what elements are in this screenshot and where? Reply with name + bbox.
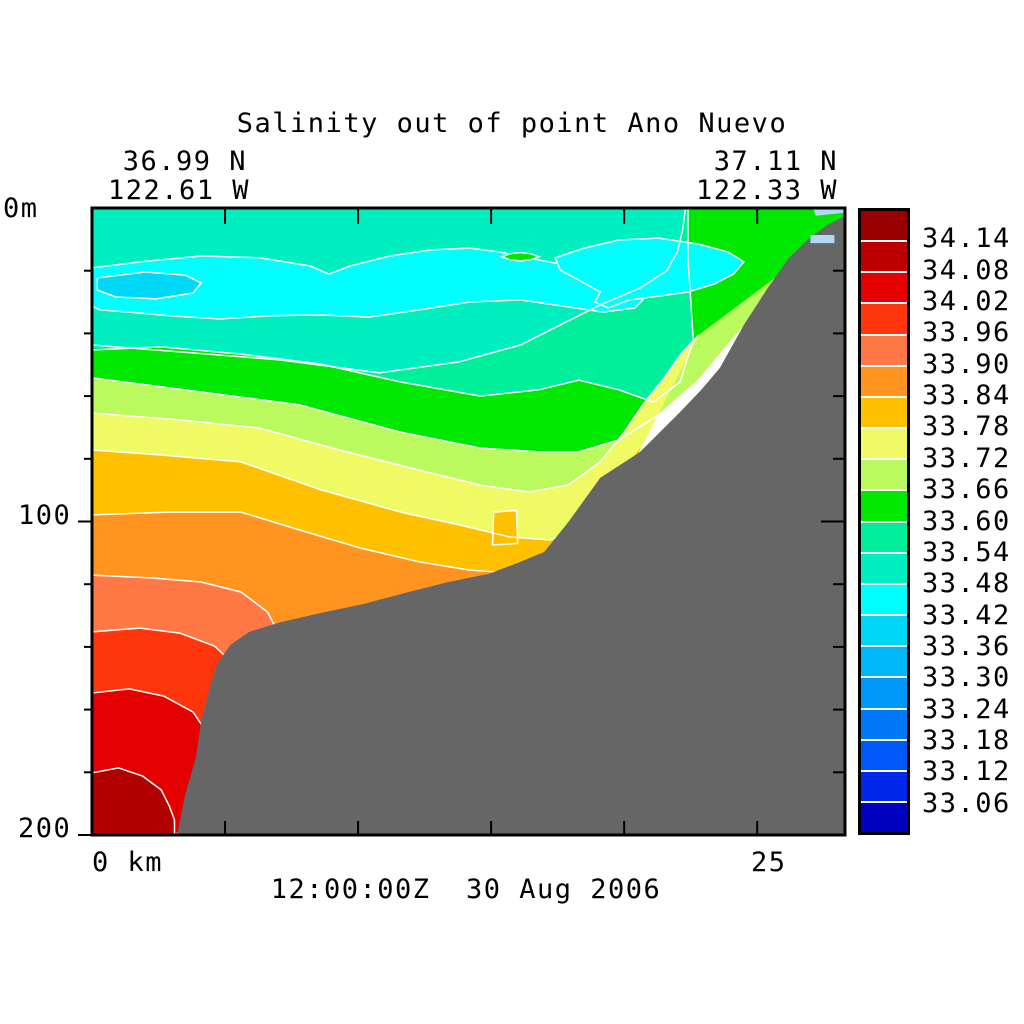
colorbar-label-33.30: 33.30 <box>922 662 1011 694</box>
x-axis-label-25: 25 <box>751 847 787 878</box>
colorbar-segment-11 <box>861 553 907 585</box>
colorbar-label-33.96: 33.96 <box>922 317 1011 349</box>
colorbar-label-33.78: 33.78 <box>922 411 1011 443</box>
colorbar-label-34.08: 34.08 <box>922 254 1011 286</box>
colorbar-segment-17 <box>861 740 907 772</box>
x-axis-label-0km: 0 km <box>92 847 164 878</box>
colorbar-segment-6 <box>861 397 907 430</box>
missing-top-edge <box>813 208 845 216</box>
green-lens <box>499 251 542 262</box>
colorbar-segment-15 <box>861 678 907 710</box>
colorbar <box>858 208 910 835</box>
band-33.66-33.72 <box>92 261 798 492</box>
colorbar-label-33.54: 33.54 <box>922 536 1011 568</box>
missing-right-edge <box>810 235 835 244</box>
contour-line-33.6 <box>91 208 695 403</box>
colorbar-segment-0 <box>861 211 907 243</box>
band-34.02-34.08 <box>92 688 212 835</box>
colorbar-label-34.14: 34.14 <box>922 223 1011 255</box>
page-title: Salinity out of point Ano Nuevo <box>236 108 788 139</box>
colorbar-segment-19 <box>861 802 907 833</box>
colorbar-segment-3 <box>861 304 907 336</box>
colorbar-label-33.48: 33.48 <box>922 568 1011 600</box>
colorbar-segment-12 <box>861 584 907 617</box>
colorbar-segment-4 <box>861 335 907 367</box>
colorbar-segment-8 <box>861 460 907 492</box>
contour-line-33.54 <box>91 207 687 374</box>
y-axis-label-200: 200 <box>18 813 72 844</box>
colorbar-label-33.06: 33.06 <box>922 787 1011 819</box>
colorbar-segment-7 <box>861 429 907 461</box>
contour-line-34.08 <box>91 767 176 835</box>
fresh-core <box>96 271 203 300</box>
plot-frame <box>90 206 847 837</box>
colorbar-segment-2 <box>861 273 907 305</box>
colorbar-segment-10 <box>861 522 907 554</box>
colorbar-label-33.24: 33.24 <box>922 693 1011 725</box>
y-axis-label-100: 100 <box>18 500 72 531</box>
colorbar-segment-9 <box>861 491 907 523</box>
band-33.84-33.90 <box>92 512 545 690</box>
colorbar-segment-16 <box>861 709 907 741</box>
colorbar-label-33.42: 33.42 <box>922 599 1011 631</box>
colorbar-label-33.60: 33.60 <box>922 505 1011 537</box>
colorbar-label-33.66: 33.66 <box>922 474 1011 506</box>
colorbar-segment-14 <box>861 647 907 679</box>
colorbar-label-33.12: 33.12 <box>922 756 1011 788</box>
colorbar-label-33.84: 33.84 <box>922 380 1011 412</box>
left-endpoint-longitude: 122.61 W <box>107 175 250 206</box>
colorbar-segment-5 <box>861 366 907 398</box>
colorbar-segment-1 <box>861 242 907 274</box>
band-33.90-33.96 <box>92 575 292 742</box>
colorbar-segment-18 <box>861 771 907 803</box>
band-33.96-34.02 <box>92 628 249 806</box>
band-33.54-33.60 <box>92 208 694 403</box>
colorbar-label-33.72: 33.72 <box>922 442 1011 474</box>
colorbar-segment-13 <box>861 616 907 648</box>
band-33.72-33.78 <box>92 335 699 540</box>
amber-notch <box>491 509 519 546</box>
colorbar-label-34.02: 34.02 <box>922 286 1011 318</box>
bathymetry <box>177 216 846 835</box>
left-endpoint-latitude: 36.99 N <box>122 146 247 177</box>
colorbar-label-33.18: 33.18 <box>922 724 1011 756</box>
contour-line-33.72 <box>91 334 700 493</box>
contour-plot <box>78 206 847 837</box>
colorbar-label-33.90: 33.90 <box>922 348 1011 380</box>
band-33.60-33.66 <box>92 208 845 452</box>
colorbar-label-33.36: 33.36 <box>922 630 1011 662</box>
cyan-patch-east <box>553 237 746 309</box>
timestamp-caption: 12:00:00Z 30 Aug 2006 <box>270 874 662 905</box>
y-axis-label-0m: 0m <box>3 193 39 224</box>
right-endpoint-longitude: 122.33 W <box>695 175 838 206</box>
right-endpoint-latitude: 37.11 N <box>713 146 838 177</box>
